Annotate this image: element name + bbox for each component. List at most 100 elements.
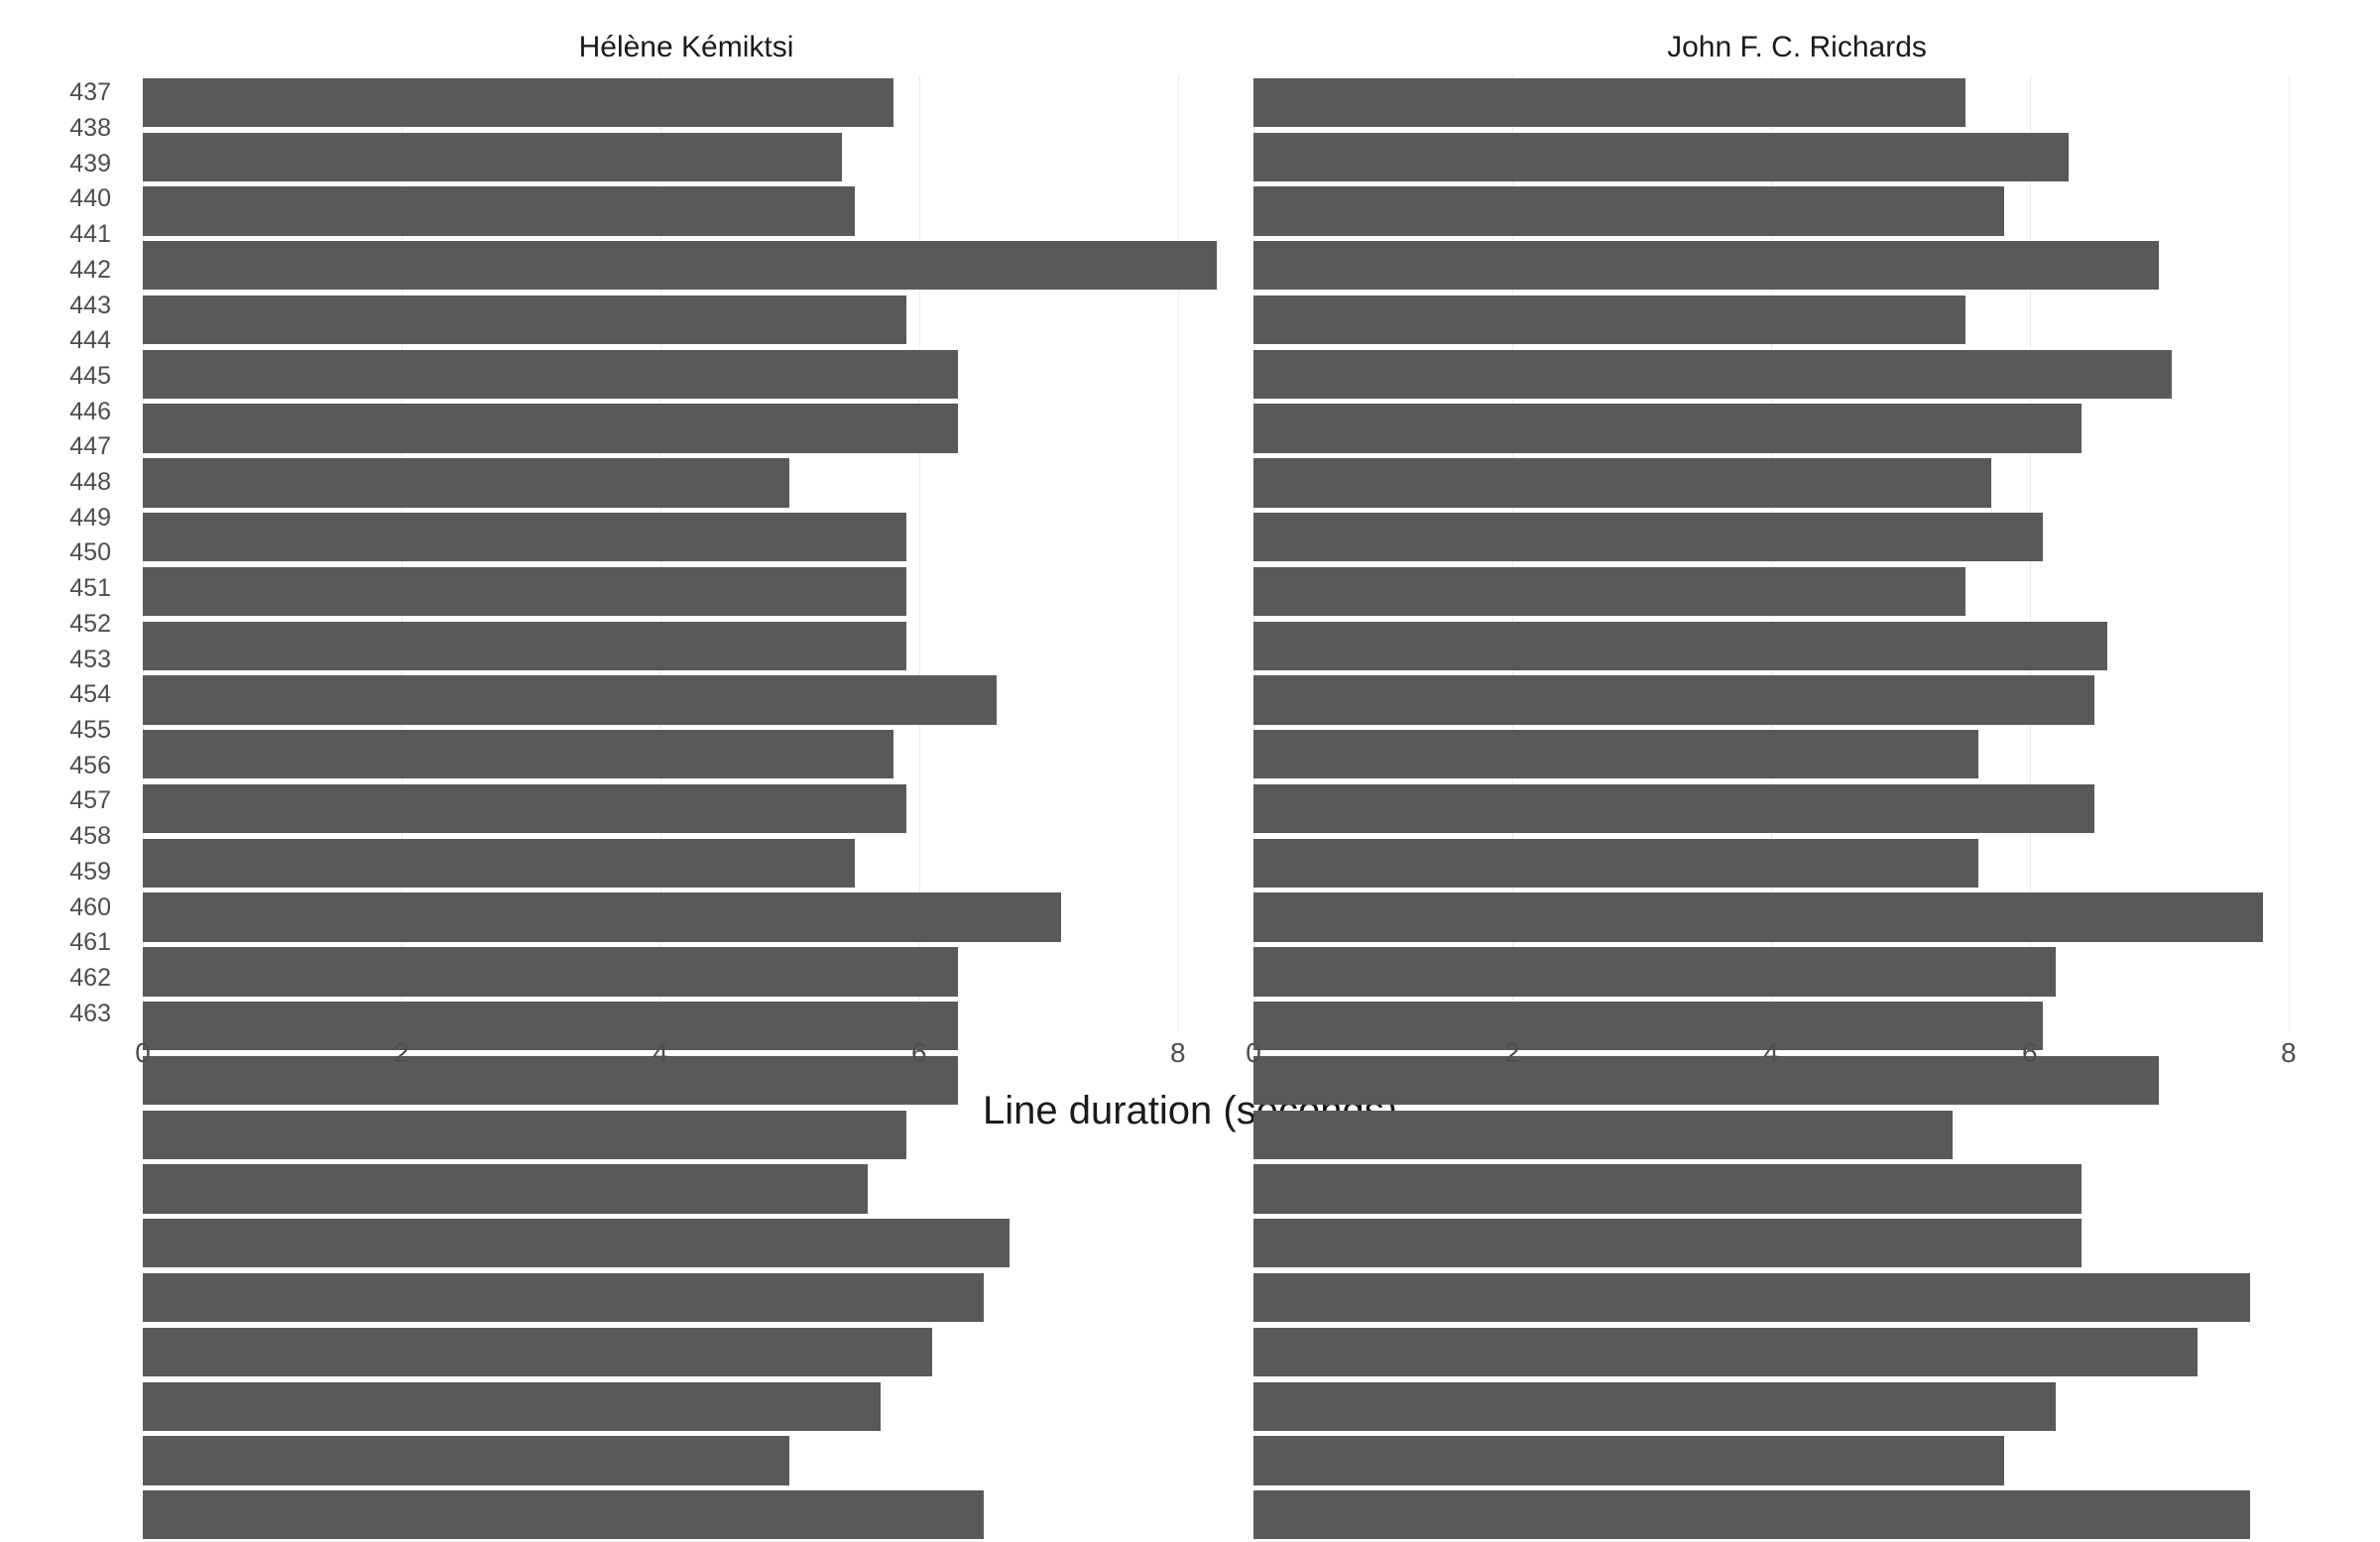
bar [143,1164,868,1213]
bar [143,186,855,235]
x-tick-label: 2 [1504,1037,1520,1069]
bar-row [143,510,1230,564]
bar-row [1253,727,2340,781]
bar [1253,513,2043,561]
bar [1253,1382,2056,1431]
bar-row [143,673,1230,728]
x-axis-row: 02468 02468 [143,1031,2340,1081]
bar-row [1253,184,2340,239]
y-tick-label: 437 [40,75,119,111]
bar-row [143,564,1230,619]
bar-row [1253,619,2340,673]
y-tick-label: 458 [40,819,119,855]
bar [1253,1111,1953,1159]
y-tick-label: 453 [40,642,119,677]
x-tick-label: 6 [2022,1037,2038,1069]
bar-row [1253,510,2340,564]
panel-right: John F. C. Richards [1253,20,2340,1031]
panel-left: Hélène Kémiktsi [143,20,1230,1031]
bar [1253,1328,2198,1376]
bar [1253,784,2094,833]
bar-row [143,727,1230,781]
bar [1253,839,1978,888]
bar [143,567,906,616]
y-tick-label: 444 [40,323,119,359]
plot-area-left [143,75,1230,1031]
bar [1253,350,2172,399]
bar [143,839,855,888]
bar [143,1328,932,1376]
bar-row [1253,402,2340,456]
x-tick-label: 0 [1246,1037,1261,1069]
bar-row [1253,75,2340,130]
x-tick-label: 8 [2281,1037,2297,1069]
bar-row [143,347,1230,402]
y-tick-label: 442 [40,253,119,289]
bar [1253,1436,2004,1484]
bar-row [1253,890,2340,945]
bar-row [1253,347,2340,402]
plot-area-right [1253,75,2340,1031]
bar-row [1253,673,2340,728]
x-tick-label: 8 [1170,1037,1186,1069]
bar [143,458,789,507]
bar [1253,404,2082,452]
bar [1253,186,2004,235]
bar-row [143,619,1230,673]
bar-row [143,130,1230,184]
bar [143,296,906,344]
bars-holder [143,75,1230,1031]
bar-row [1253,1434,2340,1488]
y-tick-label: 462 [40,961,119,997]
y-tick-label: 455 [40,713,119,749]
bar-row [1253,945,2340,1000]
bar-row [143,1487,1230,1542]
x-axis-panel-left: 02468 [143,1031,1230,1081]
bar [143,78,893,127]
bar [1253,1164,2082,1213]
bar-row [1253,781,2340,836]
y-tick-label: 463 [40,996,119,1031]
bar [1253,892,2263,941]
bar [1253,78,1965,127]
bar [143,241,1217,290]
bar-row [1253,130,2340,184]
y-tick-label: 446 [40,394,119,429]
bar [1253,133,2069,181]
bar-row [143,1270,1230,1325]
y-tick-label: 448 [40,465,119,501]
bar [1253,622,2107,670]
bar-row [143,238,1230,293]
y-tick-label: 439 [40,146,119,181]
bar-row [1253,1325,2340,1379]
bar [1253,730,1978,778]
bar-row [1253,564,2340,619]
y-tick-label: 456 [40,748,119,783]
y-tick-label: 454 [40,677,119,713]
bar [1253,1273,2250,1322]
y-tick-label: 451 [40,571,119,607]
bars-holder [1253,75,2340,1031]
bar [143,784,906,833]
bar-row [143,1434,1230,1488]
panel-title-right: John F. C. Richards [1253,20,2340,75]
bar-row [143,293,1230,347]
y-tick-label: 438 [40,111,119,147]
bar-row [143,1379,1230,1434]
bar [143,622,906,670]
y-tick-label: 452 [40,607,119,643]
bar [143,133,842,181]
bar-row [143,945,1230,1000]
bar [143,1382,881,1431]
y-tick-label: 445 [40,359,119,395]
chart-container: 4374384394404414424434444454464474484494… [0,0,2380,1190]
bar-row [1253,1270,2340,1325]
bar [1253,675,2094,724]
y-tick-label: 461 [40,925,119,961]
x-tick-label: 4 [653,1037,668,1069]
y-tick-label: 457 [40,783,119,819]
y-tick-label: 460 [40,890,119,925]
bar-row [143,836,1230,890]
bar-row [143,455,1230,510]
x-tick-label: 2 [394,1037,410,1069]
